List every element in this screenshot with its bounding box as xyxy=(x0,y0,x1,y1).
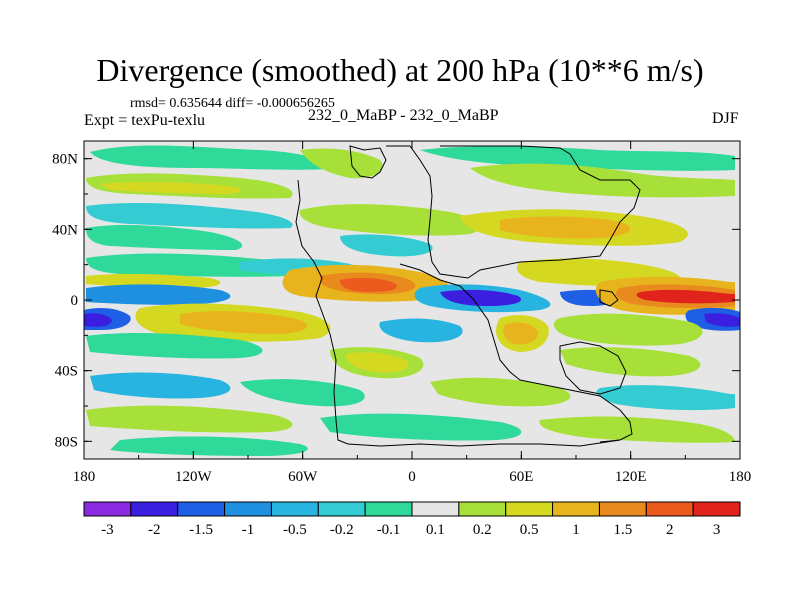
y-tick-label: 80N xyxy=(52,152,78,168)
coastline-antarctica xyxy=(347,439,621,447)
contour-patch xyxy=(320,413,522,441)
colorbar-swatch xyxy=(505,501,554,517)
coastline-australia xyxy=(559,341,627,395)
colorbar-label: 1 xyxy=(572,522,580,538)
contour-patch xyxy=(240,379,365,407)
contour-field xyxy=(84,141,740,459)
colorbar-label: -2 xyxy=(148,522,161,538)
contour-patch xyxy=(539,416,735,443)
colorbar-label: 2 xyxy=(666,522,674,538)
y-tick-label: 0 xyxy=(71,293,79,309)
contour-patch xyxy=(704,313,740,327)
experiment-label: Expt = texPu-texlu xyxy=(84,112,206,129)
contour-patch xyxy=(596,385,735,411)
contour-patch xyxy=(90,145,340,170)
colorbar-label: -1.5 xyxy=(189,522,213,538)
colorbar-swatch xyxy=(83,501,132,517)
contour-patch xyxy=(420,146,735,171)
y-tick-label: 40N xyxy=(52,222,78,238)
x-tick-label: 120E xyxy=(615,469,647,485)
contour-patch xyxy=(346,352,409,373)
x-tick-label: 180 xyxy=(729,469,752,485)
contour-patch xyxy=(100,181,241,194)
colorbar-swatch xyxy=(317,501,366,517)
colorbar-swatch xyxy=(598,501,647,517)
coastline-africa xyxy=(399,263,633,443)
coastline-asia-islands xyxy=(599,289,619,307)
colorbar-label: -0.5 xyxy=(283,522,307,538)
colorbar-swatch xyxy=(645,501,694,517)
colorbar-swatch xyxy=(411,501,460,517)
x-tick-label: 60E xyxy=(509,469,533,485)
contour-patch xyxy=(440,289,522,306)
colorbar-label: 0.5 xyxy=(520,522,539,538)
x-tick-label: 60W xyxy=(288,469,318,485)
contour-patch xyxy=(86,284,231,305)
contour-patch xyxy=(180,311,308,334)
y-tick-label: 80S xyxy=(55,434,78,450)
contour-patch xyxy=(86,203,293,229)
contour-patch xyxy=(636,289,735,304)
chart-title: Divergence (smoothed) at 200 hPa (10**6 … xyxy=(96,52,704,88)
y-tick-label: 40S xyxy=(55,364,78,380)
contour-patch xyxy=(90,372,231,399)
colorbar-swatch xyxy=(364,501,413,517)
contour-patch xyxy=(300,148,383,179)
contour-patch xyxy=(86,225,243,250)
stats-line: rmsd= 0.635644 diff= -0.000656265 xyxy=(130,96,335,111)
contour-patch xyxy=(379,318,463,343)
x-tick-label: 180 xyxy=(73,469,96,485)
colorbar-swatch xyxy=(552,501,600,517)
contour-patch xyxy=(503,322,538,345)
x-tick-label: 120W xyxy=(175,469,213,485)
colorbar-swatch xyxy=(458,501,507,517)
season-label: DJF xyxy=(712,110,739,127)
coastline-eurasia xyxy=(386,145,641,279)
colorbar-swatch xyxy=(224,501,272,517)
contour-patch xyxy=(299,204,481,236)
colorbar-swatch xyxy=(692,501,741,517)
contour-patch xyxy=(340,277,397,292)
colorbar-label: 0.1 xyxy=(426,522,445,538)
colorbar-swatch xyxy=(177,501,226,517)
contour-patch xyxy=(84,313,112,327)
contour-patch xyxy=(500,216,631,239)
contour-patch xyxy=(110,436,308,456)
colorbar-label: -3 xyxy=(101,522,114,538)
colorbar: -3 -2 -1.5 -1 -0.5 -0.2 -0.1 0.1 0.2 0.5 1 1.5 2 3 xyxy=(83,501,741,538)
x-tick-label: 0 xyxy=(408,469,416,485)
colorbar-label: -0.2 xyxy=(330,522,354,538)
contour-patch xyxy=(86,405,293,433)
axes: 180 120W 60W 0 60E 120E 180 80N 40N 0 40S 80S xyxy=(52,141,751,485)
coastlines xyxy=(295,145,641,447)
colorbar-label: -0.1 xyxy=(377,522,401,538)
contour-patch xyxy=(340,234,433,257)
colorbar-swatch xyxy=(270,501,319,517)
coastline-greenland xyxy=(349,145,387,179)
contour-patch xyxy=(560,347,701,377)
colorbar-label: 0.2 xyxy=(473,522,492,538)
coastline-americas xyxy=(295,179,349,445)
contour-patch xyxy=(553,313,703,346)
contour-patch xyxy=(86,333,263,359)
colorbar-label: 1.5 xyxy=(613,522,632,538)
case-label: 232_0_MaBP - 232_0_MaBP xyxy=(308,107,499,124)
colorbar-label: -1 xyxy=(242,522,255,538)
contour-patch xyxy=(430,377,571,407)
colorbar-swatch xyxy=(130,501,179,517)
colorbar-label: 3 xyxy=(713,522,721,538)
contour-patch xyxy=(86,273,221,288)
